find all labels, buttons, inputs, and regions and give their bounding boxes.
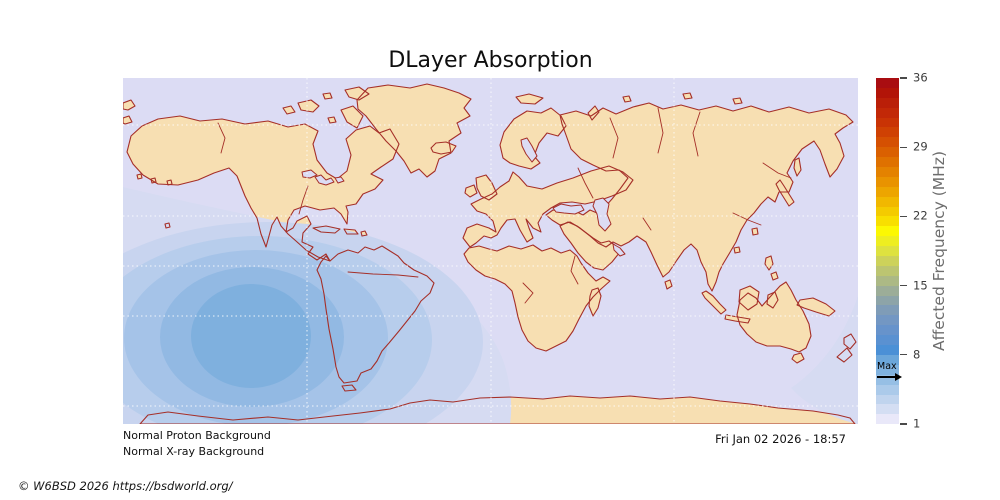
absorption-band-6mhz (191, 284, 311, 388)
colorbar-tick (900, 77, 907, 78)
colorbar-cell (876, 276, 899, 286)
colorbar-cell (876, 404, 899, 414)
xray-background-status: Normal X-ray Background (123, 445, 264, 458)
colorbar-tick (900, 285, 907, 286)
colorbar-tick (900, 423, 907, 424)
page-title: DLayer Absorption (123, 48, 858, 73)
dlayer-absorption-figure: DLayer Absorption (0, 0, 1000, 500)
max-marker-arrow-icon (877, 376, 896, 378)
colorbar-cell (876, 118, 899, 128)
colorbar-cell (876, 187, 899, 197)
colorbar-cell (876, 137, 899, 147)
colorbar-cell (876, 147, 899, 157)
colorbar-cell (876, 236, 899, 246)
colorbar-cell (876, 216, 899, 226)
colorbar-tick (900, 216, 907, 217)
colorbar-cell (876, 256, 899, 266)
colorbar-cell (876, 315, 899, 325)
colorbar-cell (876, 197, 899, 207)
colorbar-cell (876, 246, 899, 256)
colorbar-cell (876, 78, 899, 88)
colorbar-cell (876, 88, 899, 98)
colorbar-cell (876, 127, 899, 137)
colorbar-cell (876, 385, 899, 395)
copyright: © W6BSD 2026 https://bsdworld.org/ (18, 479, 233, 493)
world-map-svg (123, 78, 858, 424)
colorbar-cell (876, 108, 899, 118)
colorbar-tick (900, 147, 907, 148)
colorbar-tick-label: 1 (913, 416, 920, 430)
timestamp: Fri Jan 02 2026 - 18:57 (600, 432, 846, 446)
world-map (123, 78, 858, 424)
colorbar-cell (876, 414, 899, 424)
colorbar-cell (876, 305, 899, 315)
colorbar-axis-label: Affected Frequency (MHz) (924, 78, 954, 424)
colorbar-cell (876, 98, 899, 108)
colorbar-cell (876, 286, 899, 296)
colorbar-cell (876, 207, 899, 217)
colorbar-cell (876, 395, 899, 405)
colorbar-cell (876, 296, 899, 306)
colorbar-cell (876, 167, 899, 177)
colorbar-cell (876, 226, 899, 236)
colorbar-tick-label: 8 (913, 347, 920, 361)
colorbar-cell (876, 325, 899, 335)
colorbar-cell (876, 266, 899, 276)
colorbar-cell (876, 177, 899, 187)
proton-background-status: Normal Proton Background (123, 429, 271, 442)
max-marker: Max (876, 362, 900, 372)
colorbar-cell (876, 157, 899, 167)
colorbar-cell (876, 335, 899, 345)
colorbar-tick (900, 354, 907, 355)
max-marker-label: Max (877, 362, 900, 372)
colorbar-cell (876, 345, 899, 355)
